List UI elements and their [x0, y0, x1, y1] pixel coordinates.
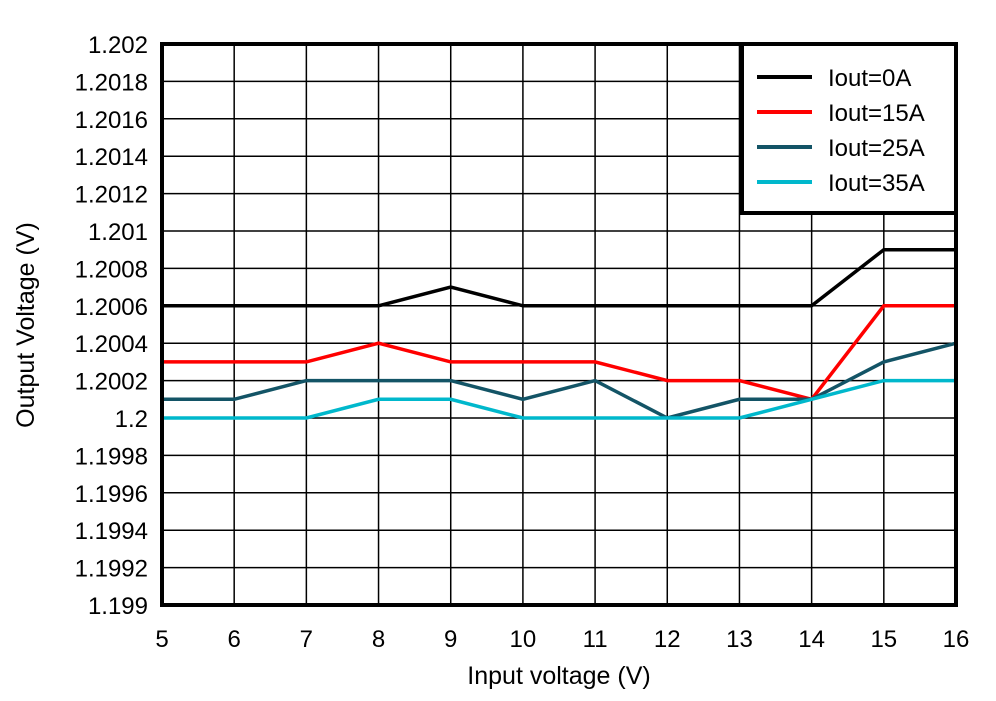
x-tick-label: 13: [726, 626, 753, 653]
data-series: [162, 247, 957, 420]
legend-label: Iout=25A: [828, 135, 925, 162]
y-tick-label: 1.2: [115, 406, 148, 433]
series-line: [162, 341, 957, 420]
legend-label: Iout=0A: [828, 65, 911, 92]
x-tick-label: 14: [798, 626, 825, 653]
y-tick-label: 1.1992: [75, 556, 148, 583]
y-tick-label: 1.2014: [75, 144, 148, 171]
legend: Iout=0A Iout=15A Iout=25A Iout=35A: [740, 42, 958, 215]
y-axis-label: Output Voltage (V): [12, 222, 40, 428]
y-tick-label: 1.2016: [75, 107, 148, 134]
x-tick-label: 7: [300, 626, 313, 653]
y-tick-label: 1.1996: [75, 481, 148, 508]
series-line: [162, 304, 956, 402]
x-axis-ticks: 5 6 7 8 9 10 11 12 13 14 15 16: [155, 626, 969, 653]
y-tick-label: 1.2002: [75, 369, 148, 396]
series-line: [162, 247, 956, 308]
y-tick-label: 1.2006: [75, 294, 148, 321]
y-tick-label: 1.2012: [75, 182, 148, 209]
y-tick-label: 1.2004: [75, 331, 148, 358]
y-tick-label: 1.1994: [75, 518, 148, 545]
y-axis-ticks: 1.199 1.1992 1.1994 1.1996 1.1998 1.2 1.2002 1.…: [75, 32, 148, 620]
legend-box: [740, 42, 958, 215]
x-axis-label: Input voltage (V): [467, 662, 650, 690]
x-tick-label: 12: [654, 626, 681, 653]
y-tick-label: 1.1998: [75, 443, 148, 470]
x-tick-label: 9: [444, 626, 457, 653]
legend-label: Iout=35A: [828, 170, 925, 197]
y-tick-label: 1.2018: [75, 69, 148, 96]
y-tick-label: 1.2008: [75, 256, 148, 283]
x-tick-label: 15: [870, 626, 897, 653]
x-tick-label: 6: [228, 626, 241, 653]
plot-area-border: [160, 42, 958, 607]
x-tick-label: 11: [583, 626, 608, 653]
y-tick-label: 1.202: [88, 32, 148, 59]
y-tick-label: 1.201: [88, 219, 148, 246]
x-tick-label: 10: [510, 626, 537, 653]
x-tick-label: 8: [372, 626, 385, 653]
y-tick-label: 1.199: [88, 593, 148, 620]
x-tick-label: 5: [155, 626, 168, 653]
series-line: [162, 378, 956, 420]
x-tick-label: 16: [943, 626, 970, 653]
legend-label: Iout=15A: [828, 100, 925, 127]
